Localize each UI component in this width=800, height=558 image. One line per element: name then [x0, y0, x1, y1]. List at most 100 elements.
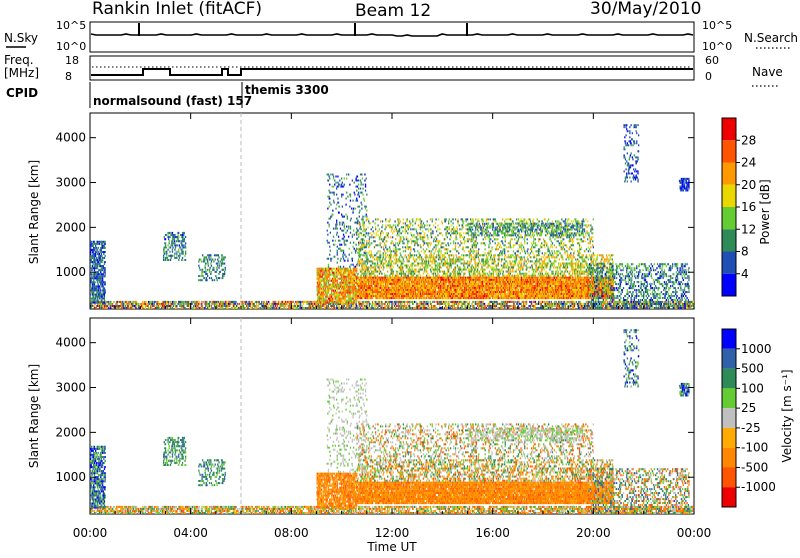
power-cell	[123, 303, 124, 305]
power-cell	[400, 307, 401, 309]
power-cell	[359, 303, 360, 305]
power-cell	[142, 301, 143, 303]
power-cell	[285, 301, 286, 303]
power-cell	[422, 305, 423, 307]
power-cell	[201, 303, 202, 305]
power-cell	[490, 303, 491, 305]
power-cell	[466, 301, 467, 303]
power-cell	[252, 307, 253, 309]
power-cell	[327, 307, 328, 309]
power-cell	[363, 303, 364, 305]
power-cell	[155, 307, 156, 309]
power-cell	[134, 305, 135, 307]
cpid-strip: CPID normalsound (fast) 157 themis 3300	[6, 82, 329, 108]
power-cell	[398, 303, 399, 305]
power-cell	[105, 301, 106, 303]
power-cell	[399, 307, 400, 309]
power-cell	[160, 303, 161, 305]
power-cell	[221, 307, 222, 309]
power-cell	[128, 303, 129, 305]
power-cell	[437, 301, 438, 303]
power-cell	[158, 301, 159, 303]
power-cell	[472, 301, 473, 303]
power-cell	[233, 305, 234, 307]
power-cell	[403, 301, 404, 303]
power-cell	[404, 301, 405, 303]
power-cell	[247, 307, 248, 309]
power-cell	[196, 307, 197, 309]
power-cell	[274, 303, 275, 305]
power-cell	[246, 303, 247, 305]
power-cell	[142, 303, 143, 305]
power-cell	[220, 305, 221, 307]
power-cell	[481, 303, 482, 305]
power-cell	[313, 305, 314, 307]
power-cell	[469, 307, 470, 309]
power-cell	[406, 305, 407, 307]
power-cell	[439, 303, 440, 305]
power-cell	[166, 303, 167, 305]
nave-tick-bottom: 0	[705, 70, 712, 83]
power-cell	[520, 303, 521, 305]
power-cell	[232, 303, 233, 305]
power-cell	[162, 301, 163, 303]
power-cell	[423, 301, 424, 303]
power-cell	[165, 301, 166, 303]
power-cell	[235, 301, 236, 303]
power-cell	[517, 303, 518, 305]
power-cell	[395, 303, 396, 305]
power-cell	[130, 307, 131, 309]
power-cell	[141, 307, 142, 309]
power-cell	[448, 301, 449, 303]
power-cell	[413, 307, 414, 309]
power-cell	[390, 307, 391, 309]
power-cell	[189, 305, 190, 307]
power-cell	[243, 305, 244, 307]
power-cell	[426, 307, 427, 309]
power-cell	[199, 307, 200, 309]
power-cell	[132, 301, 133, 303]
power-cell	[439, 305, 440, 307]
power-cell	[483, 305, 484, 307]
power-cell	[336, 305, 337, 307]
power-cell	[235, 307, 236, 309]
power-cell	[122, 301, 123, 303]
power-cell	[526, 307, 527, 309]
power-cell	[250, 301, 251, 303]
power-cell	[519, 301, 520, 303]
power-cell	[170, 307, 171, 309]
power-cell	[316, 301, 317, 303]
power-cell	[458, 307, 459, 309]
power-cell	[127, 303, 128, 305]
power-cell	[490, 307, 491, 309]
power-cell	[428, 301, 429, 303]
power-cell	[417, 303, 418, 305]
power-cell	[157, 301, 158, 303]
power-cell	[308, 301, 309, 303]
power-cell	[379, 305, 380, 307]
power-cell	[226, 301, 227, 303]
power-cell	[468, 305, 469, 307]
power-cell	[479, 307, 480, 309]
power-cell	[342, 305, 343, 307]
power-cell	[384, 307, 385, 309]
power-cell	[424, 301, 425, 303]
power-cell	[110, 301, 111, 303]
power-cell	[239, 303, 240, 305]
power-cell	[257, 305, 258, 307]
power-cell	[373, 307, 374, 309]
power-cell	[458, 301, 459, 303]
station-title: Rankin Inlet (fitACF)	[92, 0, 262, 19]
power-cell	[378, 307, 379, 309]
power-cell	[186, 301, 187, 303]
power-cell	[261, 301, 262, 303]
power-cell	[191, 303, 192, 305]
power-cell	[307, 303, 308, 305]
power-cell	[452, 307, 453, 309]
power-cell	[206, 303, 207, 305]
power-cell	[389, 303, 390, 305]
power-cell	[107, 305, 108, 307]
power-cell	[420, 301, 421, 303]
power-cell	[122, 307, 123, 309]
power-cell	[208, 303, 209, 305]
